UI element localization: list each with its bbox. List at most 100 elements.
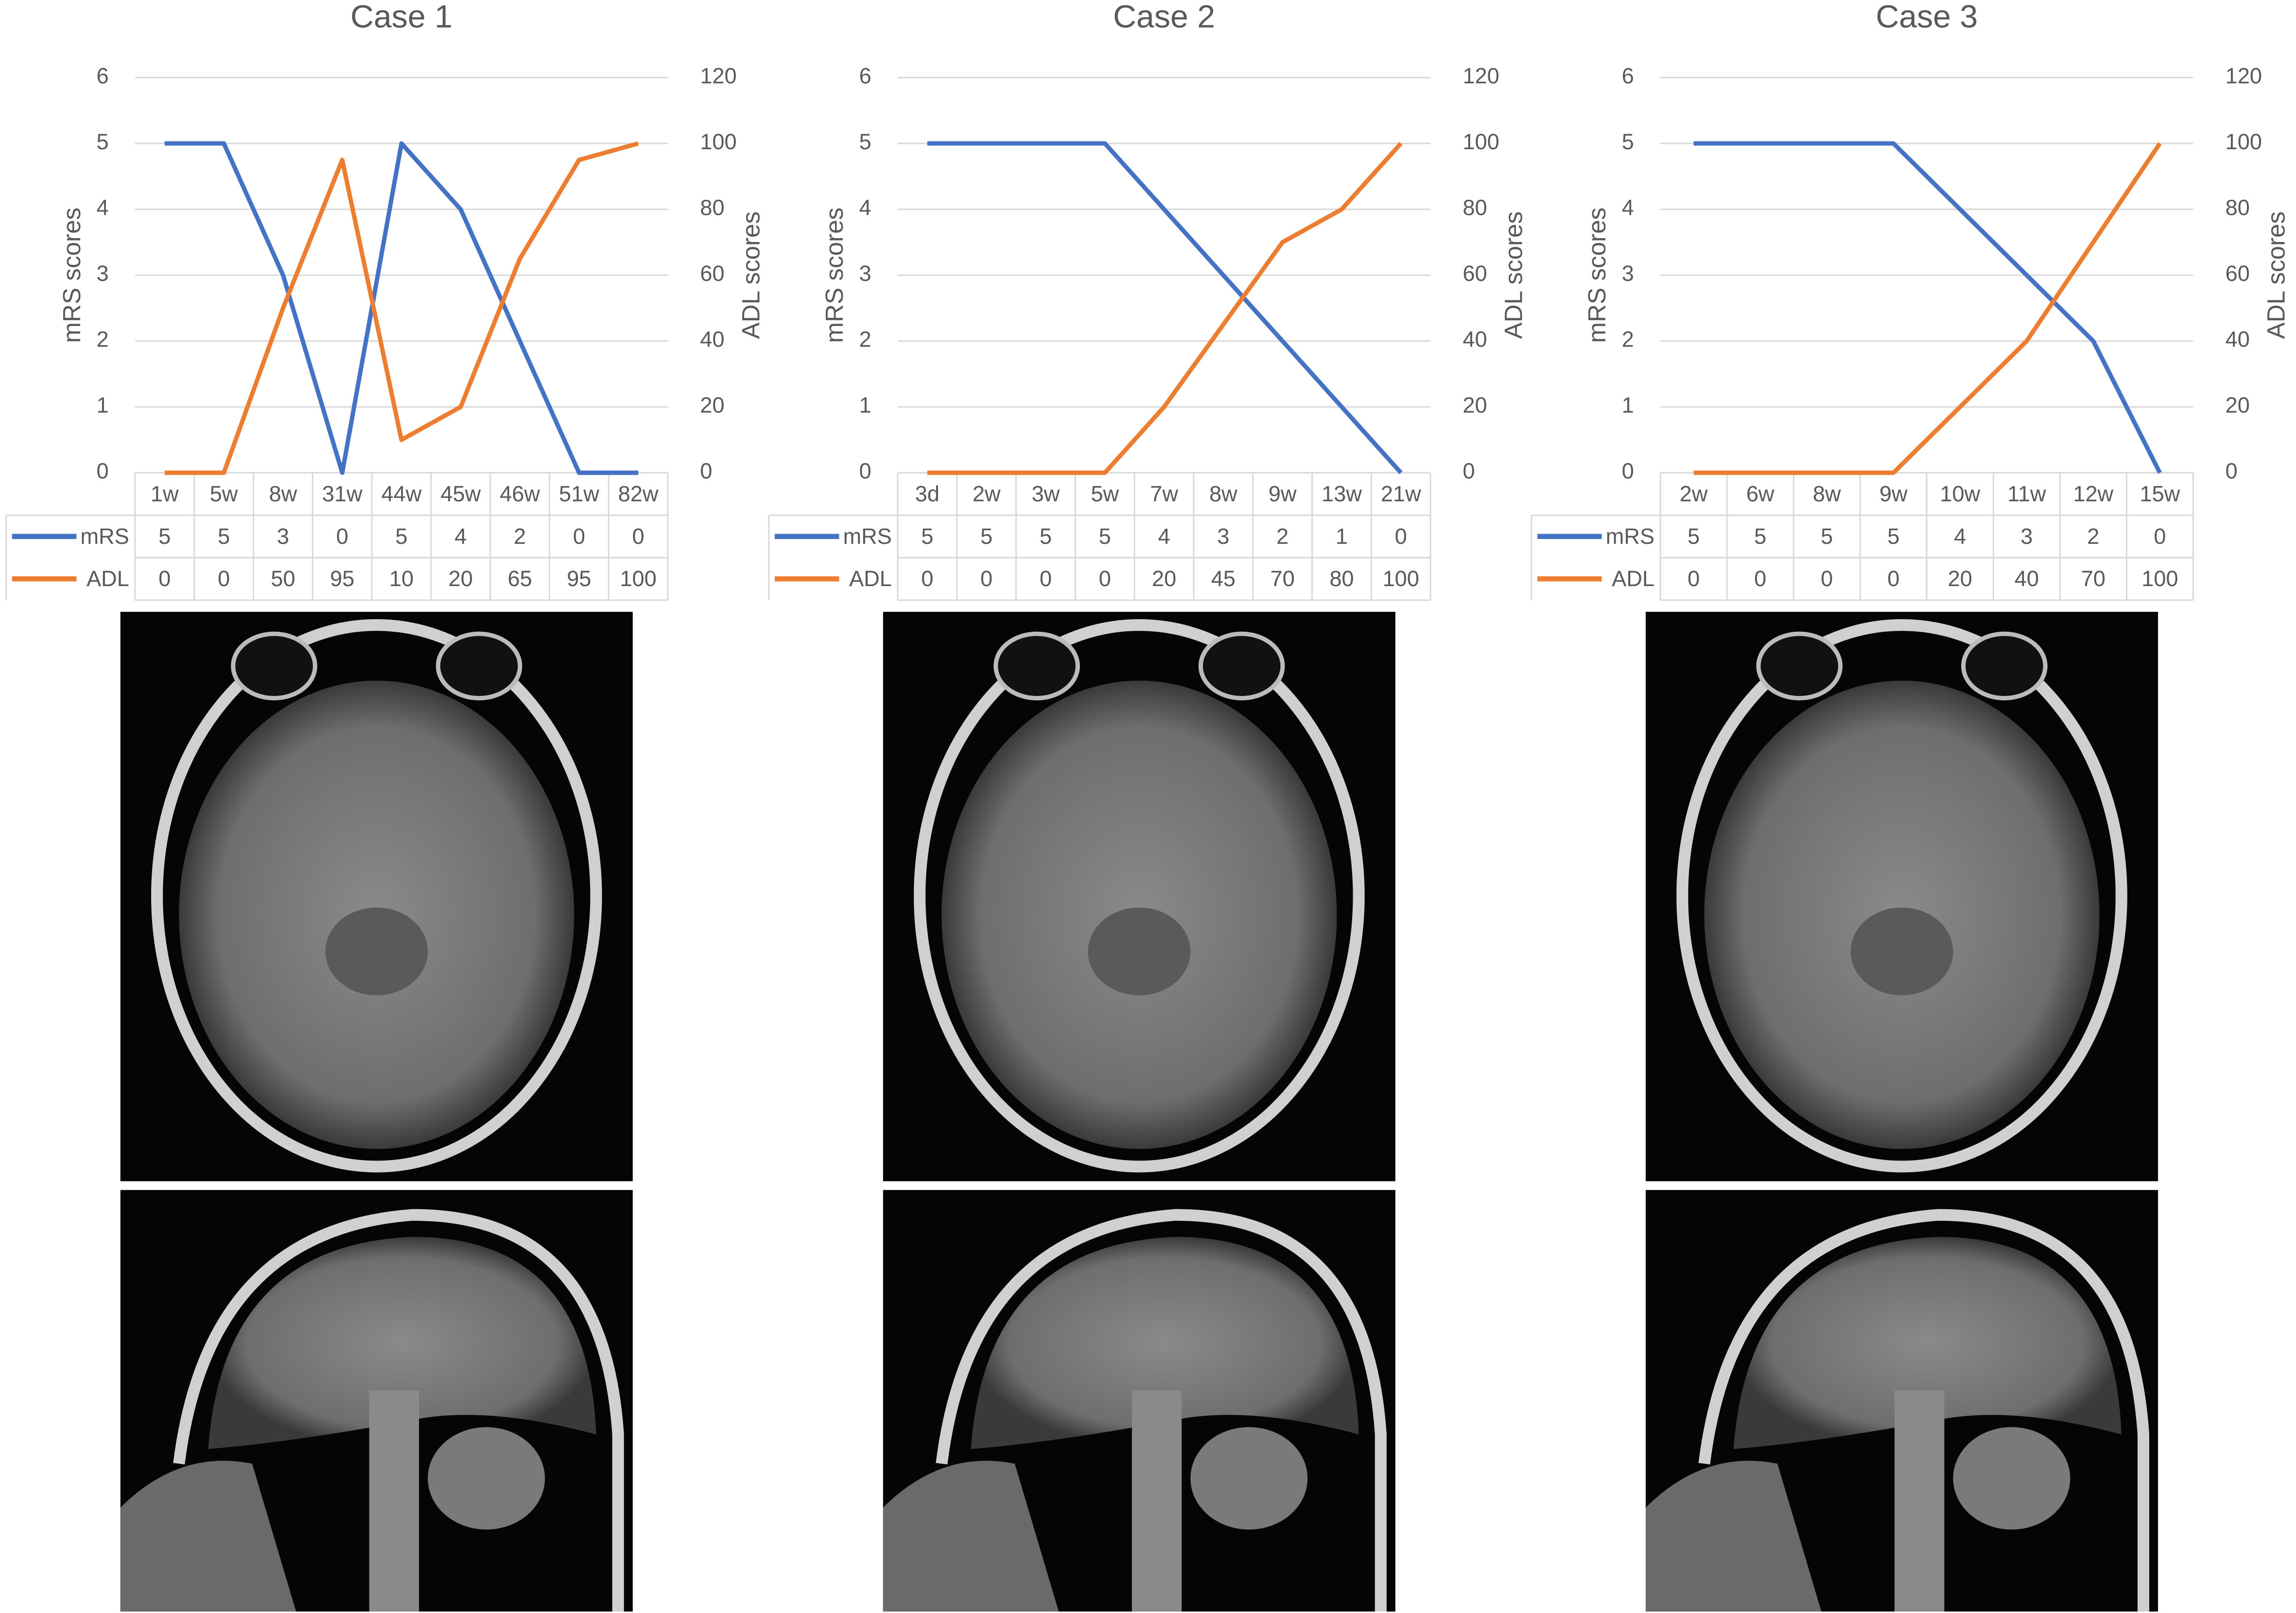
data-line <box>164 141 639 475</box>
table-value: 4 <box>454 524 467 549</box>
x-tick-label: 5w <box>210 481 238 506</box>
y-tick-label: 4 <box>96 195 108 220</box>
table-value: 0 <box>980 566 992 591</box>
y-tick-label: 1 <box>859 393 871 417</box>
table-value: 0 <box>573 524 585 549</box>
skull <box>1676 619 2127 1173</box>
y2-tick-label: 20 <box>2226 393 2250 417</box>
x-tick-label: 51w <box>559 481 599 506</box>
table-value: 4 <box>1954 524 1966 549</box>
x-tick-label: 15w <box>2139 481 2180 506</box>
y2-tick-label: 120 <box>2226 64 2262 88</box>
table-value: 5 <box>395 524 407 549</box>
y-tick-label: 3 <box>859 261 871 286</box>
y-axis-label: mRS scores <box>820 208 848 343</box>
table-value: 100 <box>620 566 657 591</box>
skull <box>936 1209 1387 1612</box>
y2-tick-label: 20 <box>1463 393 1487 417</box>
table-value: 5 <box>218 524 230 549</box>
table-value: 3 <box>277 524 289 549</box>
y2-tick-label: 60 <box>700 261 724 286</box>
table-value: 4 <box>1158 524 1170 549</box>
y2-tick-label: 0 <box>1463 459 1475 484</box>
y-tick-label: 1 <box>1622 393 1634 417</box>
x-tick-label: 82w <box>618 481 659 506</box>
y2-tick-label: 120 <box>700 64 736 88</box>
orbit <box>1198 631 1285 701</box>
y2-tick-label: 40 <box>700 327 724 352</box>
skull <box>914 619 1365 1173</box>
face <box>883 1460 1059 1612</box>
table-value: 5 <box>1754 524 1766 549</box>
table-value: 5 <box>1821 524 1833 549</box>
table-value: 0 <box>1040 566 1052 591</box>
orbit <box>1756 631 1843 701</box>
y-tick-label: 1 <box>96 393 108 417</box>
table-value: 5 <box>921 524 933 549</box>
table-value: 0 <box>2154 524 2166 549</box>
x-tick-label: 31w <box>322 481 363 506</box>
chart-title: Case 3 <box>1876 0 1978 35</box>
cerebellum <box>1953 1427 2070 1530</box>
brainstem <box>369 1390 419 1612</box>
y2-tick-label: 100 <box>700 129 736 154</box>
y-tick-label: 6 <box>859 64 871 88</box>
y-axis-label: mRS scores <box>58 208 86 343</box>
y-tick-label: 6 <box>1622 64 1634 88</box>
y-tick-label: 2 <box>859 327 871 352</box>
y-tick-label: 2 <box>96 327 108 352</box>
data-line <box>164 141 639 475</box>
table-value: 0 <box>921 566 933 591</box>
x-tick-label: 12w <box>2073 481 2113 506</box>
y2-axis-label: ADL scores <box>1499 211 1527 339</box>
table-value: 5 <box>1687 524 1700 549</box>
cerebellum <box>1190 1427 1308 1530</box>
y2-tick-label: 20 <box>700 393 724 417</box>
y2-tick-label: 80 <box>2226 195 2250 220</box>
legend-label: mRS <box>1606 524 1654 549</box>
legend-label: mRS <box>80 524 129 549</box>
cerebrum <box>208 1236 596 1449</box>
y-tick-label: 3 <box>1622 261 1634 286</box>
orbit <box>993 631 1080 701</box>
table-value: 5 <box>1099 524 1111 549</box>
x-tick-label: 10w <box>1940 481 1980 506</box>
table-value: 100 <box>1383 566 1419 591</box>
table-value: 40 <box>2015 566 2039 591</box>
y-tick-label: 3 <box>96 261 108 286</box>
y-tick-label: 2 <box>1622 327 1634 352</box>
x-tick-label: 9w <box>1269 481 1297 506</box>
y-tick-label: 4 <box>859 195 871 220</box>
mri-images <box>120 611 2158 1612</box>
orbit <box>435 631 522 701</box>
table-value: 3 <box>2020 524 2033 549</box>
y2-tick-label: 0 <box>700 459 712 484</box>
data-line <box>927 142 1403 475</box>
x-tick-label: 1w <box>151 481 179 506</box>
y2-tick-label: 100 <box>2226 129 2262 154</box>
table-value: 45 <box>1211 566 1235 591</box>
y-tick-label: 5 <box>96 129 108 154</box>
table-value: 95 <box>567 566 591 591</box>
data-line <box>927 141 1403 474</box>
y2-tick-label: 60 <box>1463 261 1487 286</box>
orbit <box>1961 631 2048 701</box>
table-value: 95 <box>330 566 354 591</box>
table-value: 2 <box>1276 524 1288 549</box>
x-tick-label: 45w <box>440 481 481 506</box>
y-tick-label: 4 <box>1622 195 1634 220</box>
table-value: 50 <box>271 566 295 591</box>
y2-tick-label: 60 <box>2226 261 2250 286</box>
x-tick-label: 3d <box>915 481 939 506</box>
data-line <box>1693 141 2162 474</box>
table-value: 3 <box>1217 524 1229 549</box>
x-tick-label: 8w <box>269 481 297 506</box>
x-tick-label: 44w <box>382 481 422 506</box>
table-value: 2 <box>514 524 526 549</box>
y2-axis-label: ADL scores <box>737 211 765 339</box>
x-tick-label: 9w <box>1879 481 1908 506</box>
